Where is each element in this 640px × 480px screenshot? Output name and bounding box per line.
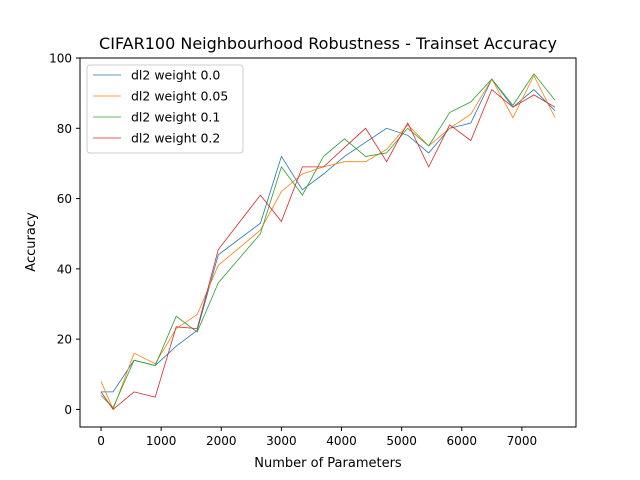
series-line-2 [100, 73, 556, 409]
y-tick-label: 60 [57, 192, 72, 206]
x-tick-label: 6000 [446, 434, 477, 448]
x-tick-label: 5000 [386, 434, 417, 448]
x-axis-ticks: 0 1000 2000 3000 4000 5000 6000 7000 [97, 427, 537, 448]
x-tick-label: 4000 [326, 434, 357, 448]
x-tick-label: 3000 [266, 434, 297, 448]
legend: dl2 weight 0.0 dl2 weight 0.05 dl2 weight … [86, 64, 244, 154]
series-line-3 [100, 88, 556, 410]
legend-label: dl2 weight 0.1 [131, 110, 220, 125]
y-tick-label: 100 [49, 52, 72, 66]
legend-box [86, 64, 244, 154]
series-line-1 [100, 74, 556, 411]
x-axis-label: Number of Parameters [254, 456, 402, 471]
plot-frame [79, 57, 577, 428]
legend-label: dl2 weight 0.0 [131, 68, 220, 83]
x-tick-label: 0 [97, 434, 105, 448]
y-tick-label: 40 [57, 262, 72, 276]
y-tick-label: 0 [64, 403, 72, 417]
x-tick-label: 2000 [206, 434, 237, 448]
legend-items: dl2 weight 0.0 dl2 weight 0.05 dl2 weight … [93, 68, 228, 146]
chart-title: CIFAR100 Neighbourhood Robustness - Trai… [99, 34, 557, 53]
x-tick-label: 7000 [507, 434, 538, 448]
x-tick-label: 1000 [146, 434, 177, 448]
y-axis-label: Accuracy [24, 212, 39, 272]
y-tick-label: 80 [57, 122, 72, 136]
legend-label: dl2 weight 0.2 [131, 131, 220, 146]
legend-label: dl2 weight 0.05 [131, 89, 228, 104]
y-tick-label: 20 [57, 333, 72, 347]
series-lines [100, 73, 556, 411]
series-line-0 [101, 78, 556, 393]
y-axis-ticks: 0 20 40 60 80 100 [49, 52, 80, 417]
